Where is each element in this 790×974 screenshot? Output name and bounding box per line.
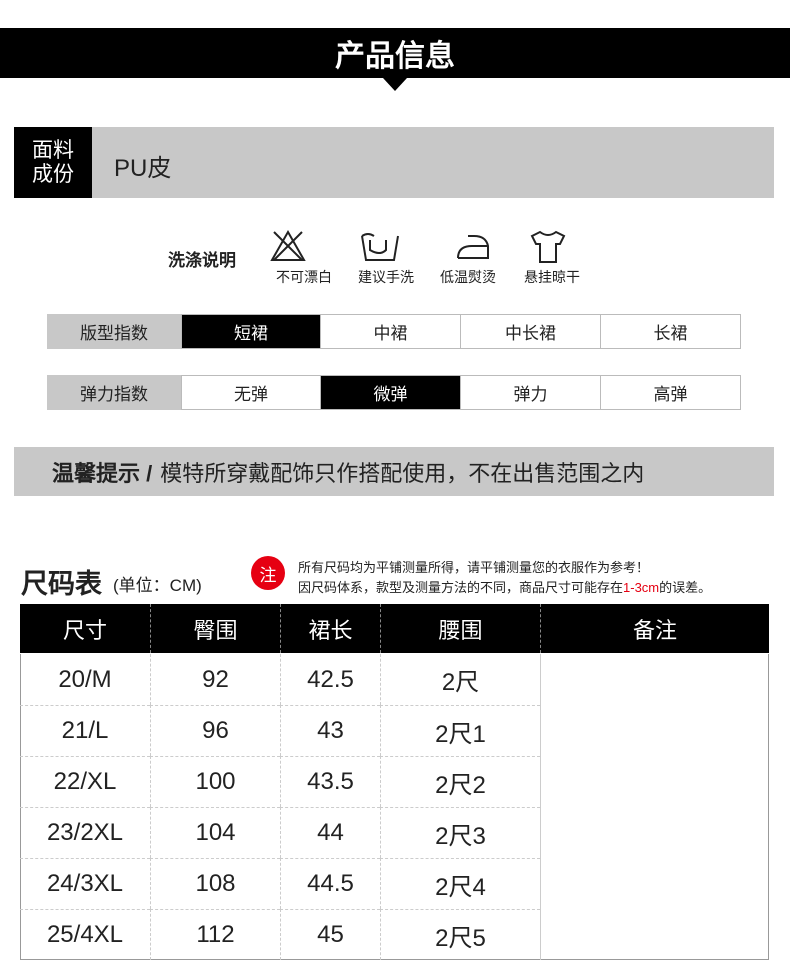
wash-item-label: 低温熨烫 [440, 269, 496, 285]
table-cell: 2尺1 [380, 705, 540, 756]
wash-icons [270, 229, 566, 263]
index-option: 长裙 [601, 314, 741, 349]
note-highlight: 1-3cm [623, 580, 660, 595]
column-header: 尺寸 [20, 604, 150, 653]
table-cell: 2尺5 [380, 909, 540, 960]
wash-item-label: 悬挂晾干 [524, 269, 580, 285]
table-cell: 2尺3 [380, 807, 540, 858]
note-text: 因尺码体系，款型及测量方法的不同，商品尺寸可能存在 [298, 580, 624, 595]
index-option: 弹力 [461, 375, 601, 410]
wash-label: 洗涤说明 [168, 251, 236, 270]
table-cell: 25/4XL [20, 909, 150, 960]
index-option: 无弹 [181, 375, 321, 410]
wash-item-label: 不可漂白 [276, 269, 332, 285]
column-header: 腰围 [380, 604, 540, 653]
table-cell: 22/XL [20, 756, 150, 807]
index-option: 短裙 [181, 314, 321, 349]
column-header: 备注 [540, 604, 769, 653]
table-cell: 43 [280, 705, 380, 756]
table-cell: 2尺4 [380, 858, 540, 909]
fabric-bar [14, 127, 774, 198]
table-cell: 42.5 [280, 654, 380, 705]
fabric-label-line: 面料 [32, 138, 74, 162]
note-text: 的误差。 [659, 580, 712, 595]
index-label: 版型指数 [47, 314, 181, 349]
note-icon: 注 [251, 556, 285, 590]
table-cell: 44.5 [280, 858, 380, 909]
table-cell: 45 [280, 909, 380, 960]
fabric-label-line: 成份 [32, 162, 74, 186]
table-cell: 92 [150, 654, 280, 705]
header-title: 产品信息 [0, 28, 790, 78]
header-arrow [383, 78, 407, 91]
index-option: 中裙 [321, 314, 461, 349]
fabric-label: 面料 成份 [14, 127, 92, 198]
size-unit: (单位：CM) [113, 576, 202, 595]
table-cell: 108 [150, 858, 280, 909]
table-cell: 23/2XL [20, 807, 150, 858]
tip-bar: 温馨提示 / 模特所穿戴配饰只作搭配使用，不在出售范围之内 [14, 447, 774, 496]
index-label: 弹力指数 [47, 375, 181, 410]
table-cell: 20/M [58, 665, 112, 693]
fabric-value: PU皮 [114, 155, 172, 182]
table-cell: 96 [150, 705, 280, 756]
wash-item-label: 建议手洗 [358, 269, 414, 285]
column-header: 裙长 [280, 604, 380, 653]
table-cell: 2尺2 [380, 756, 540, 807]
note-line: 因尺码体系，款型及测量方法的不同，商品尺寸可能存在1-3cm的误差。 [298, 577, 711, 596]
table-cell: 24/3XL [20, 858, 150, 909]
table-cell: 2尺 [380, 654, 540, 705]
table-cell: 100 [150, 756, 280, 807]
table-cell: 104 [150, 807, 280, 858]
table-cell: 44 [280, 807, 380, 858]
index-option: 高弹 [601, 375, 741, 410]
table-cell: 21/L [20, 705, 150, 756]
index-option: 中长裙 [461, 314, 601, 349]
note-line: 所有尺码均为平铺测量所得，请平铺测量您的衣服作为参考！ [298, 560, 650, 575]
index-option: 微弹 [321, 375, 461, 410]
table-cell: 43.5 [280, 756, 380, 807]
tip-label: 温馨提示 / [52, 460, 153, 486]
column-header: 臀围 [150, 604, 280, 653]
tip-text: 模特所穿戴配饰只作搭配使用，不在出售范围之内 [160, 460, 645, 486]
table-cell: 112 [150, 909, 280, 960]
remarks-cell [540, 654, 769, 960]
size-title: 尺码表 [21, 569, 102, 599]
